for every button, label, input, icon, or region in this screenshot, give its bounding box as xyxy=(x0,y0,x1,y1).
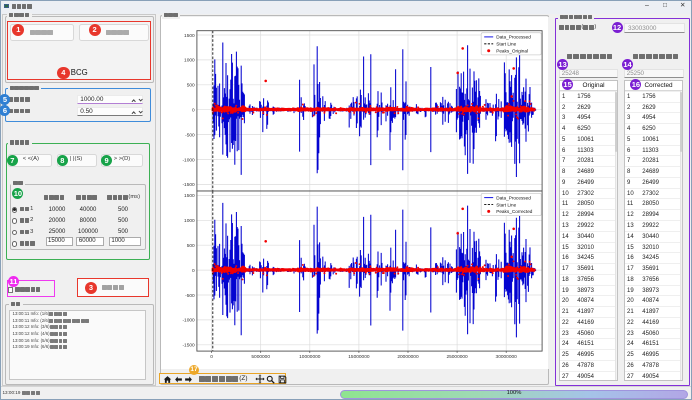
svg-text:30000000: 30000000 xyxy=(495,354,517,360)
svg-text:500: 500 xyxy=(187,82,195,88)
svg-text:Start Line: Start Line xyxy=(496,202,516,207)
svg-text:5000000: 5000000 xyxy=(251,354,270,360)
svg-text:Data_Processed: Data_Processed xyxy=(496,34,531,39)
svg-text:Start Line: Start Line xyxy=(496,41,516,46)
svg-text:10000000: 10000000 xyxy=(299,354,321,360)
svg-text:-1500: -1500 xyxy=(182,342,195,348)
svg-text:1500: 1500 xyxy=(184,193,195,199)
svg-text:20000000: 20000000 xyxy=(397,354,419,360)
svg-text:-1000: -1000 xyxy=(182,157,195,163)
svg-text:-500: -500 xyxy=(185,292,195,298)
svg-text:-1500: -1500 xyxy=(182,182,195,188)
svg-text:Peaks_Corrected: Peaks_Corrected xyxy=(496,209,533,214)
svg-text:1000: 1000 xyxy=(184,57,195,63)
svg-text:Peaks_Original: Peaks_Original xyxy=(496,48,528,53)
svg-text:-1000: -1000 xyxy=(182,317,195,323)
svg-text:-500: -500 xyxy=(185,132,195,138)
svg-text:0: 0 xyxy=(192,267,195,273)
svg-text:0: 0 xyxy=(210,354,213,360)
svg-text:0: 0 xyxy=(192,107,195,113)
svg-text:500: 500 xyxy=(187,243,195,249)
svg-text:1500: 1500 xyxy=(184,32,195,38)
svg-text:25000000: 25000000 xyxy=(446,354,468,360)
svg-text:15000000: 15000000 xyxy=(348,354,370,360)
svg-text:Data_Processed: Data_Processed xyxy=(496,195,531,200)
svg-text:1000: 1000 xyxy=(184,218,195,224)
